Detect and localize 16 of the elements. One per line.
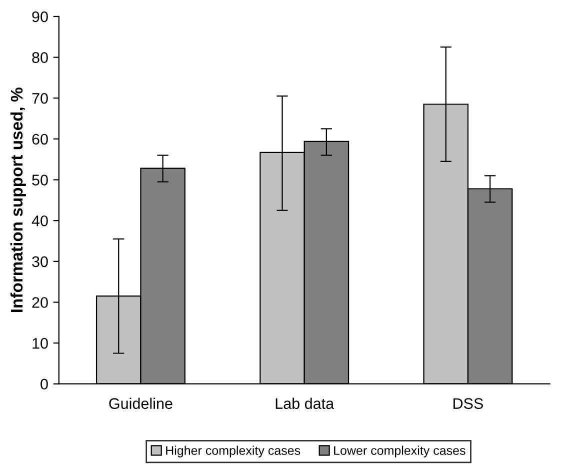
legend-label: Higher complexity cases: [166, 446, 300, 458]
y-tick-label: 50: [32, 174, 48, 186]
y-axis-title: Information support used, %: [10, 88, 26, 312]
y-tick-label: 40: [32, 215, 48, 226]
y-tick-label: 10: [32, 338, 48, 349]
y-tick-label: 20: [32, 297, 48, 308]
x-tick-label: Lab data: [276, 398, 334, 409]
y-tick-label: 80: [32, 52, 48, 63]
x-tick-label: Guideline: [109, 398, 172, 409]
legend-label: Lower complexity cases: [334, 446, 466, 458]
y-tick-label: 70: [32, 92, 48, 104]
y-tick-label: 90: [32, 11, 48, 22]
x-tick-label: DSS: [454, 398, 483, 409]
y-tick-label: 30: [32, 256, 48, 268]
y-tick-label: 0: [40, 378, 48, 390]
y-tick-label: 60: [32, 134, 48, 145]
